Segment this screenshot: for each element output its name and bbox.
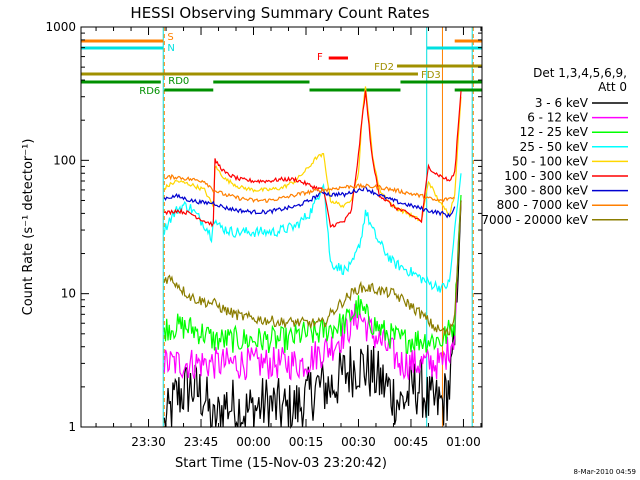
y-tick-label: 10 <box>61 287 76 301</box>
y-tick-label: 1000 <box>45 20 76 34</box>
series-group <box>163 86 462 429</box>
series-line <box>163 200 462 381</box>
legend-item-label: 7000 - 20000 keV <box>481 213 588 227</box>
legend-item-label: 6 - 12 keV <box>527 111 589 125</box>
flag-label: RD0 <box>168 76 189 87</box>
x-tick-label: 00:45 <box>394 435 429 449</box>
series-line <box>163 186 456 219</box>
plot-frame <box>80 26 483 428</box>
legend-item-label: 800 - 7000 keV <box>497 198 589 212</box>
x-tick-label: 00:00 <box>236 435 271 449</box>
legend-item-label: 12 - 25 keV <box>520 125 589 139</box>
y-tick-label: 1 <box>68 420 76 434</box>
legend-item-label: 100 - 300 keV <box>504 169 588 183</box>
series-line <box>163 194 462 354</box>
x-tick-label: 01:00 <box>446 435 481 449</box>
observing-flags: SN F FD2 FD3 RD0 RD6 <box>81 32 482 97</box>
series-line <box>163 90 462 228</box>
y-axis-label: Count Rate (s⁻¹ detector⁻¹) <box>21 139 36 316</box>
series-line <box>163 200 462 337</box>
y-axis: 1 10 100 1000 <box>45 20 482 434</box>
legend-subtitle: Att 0 <box>598 80 627 94</box>
flag-label: S <box>167 32 173 43</box>
x-tick-label: 23:30 <box>131 435 166 449</box>
legend-item-label: 50 - 100 keV <box>512 154 589 168</box>
x-axis: 23:30 23:45 00:00 00:15 00:30 00:45 01:00 <box>95 27 482 449</box>
flag-label: FD2 <box>374 62 394 73</box>
x-tick-label: 23:45 <box>184 435 219 449</box>
x-tick-label: 00:15 <box>289 435 324 449</box>
x-axis-label: Start Time (15-Nov-03 23:20:42) <box>175 456 387 471</box>
legend-item-label: 3 - 6 keV <box>535 96 589 110</box>
flag-label: F <box>317 52 323 63</box>
series-line <box>164 173 455 204</box>
legend-item-label: 300 - 800 keV <box>504 184 588 198</box>
chart-title: HESSI Observing Summary Count Rates <box>130 4 429 22</box>
flag-label: RD6 <box>139 86 160 97</box>
legend-title: Det 1,3,4,5,6,9, <box>533 66 627 80</box>
x-tick-label: 00:30 <box>341 435 376 449</box>
flag-label: N <box>167 43 174 54</box>
flag-label: FD3 <box>421 70 441 81</box>
legend-item-label: 25 - 50 keV <box>520 140 589 154</box>
y-tick-label: 100 <box>53 153 76 167</box>
timestamp: 8-Mar-2010 04:59 <box>574 468 636 476</box>
